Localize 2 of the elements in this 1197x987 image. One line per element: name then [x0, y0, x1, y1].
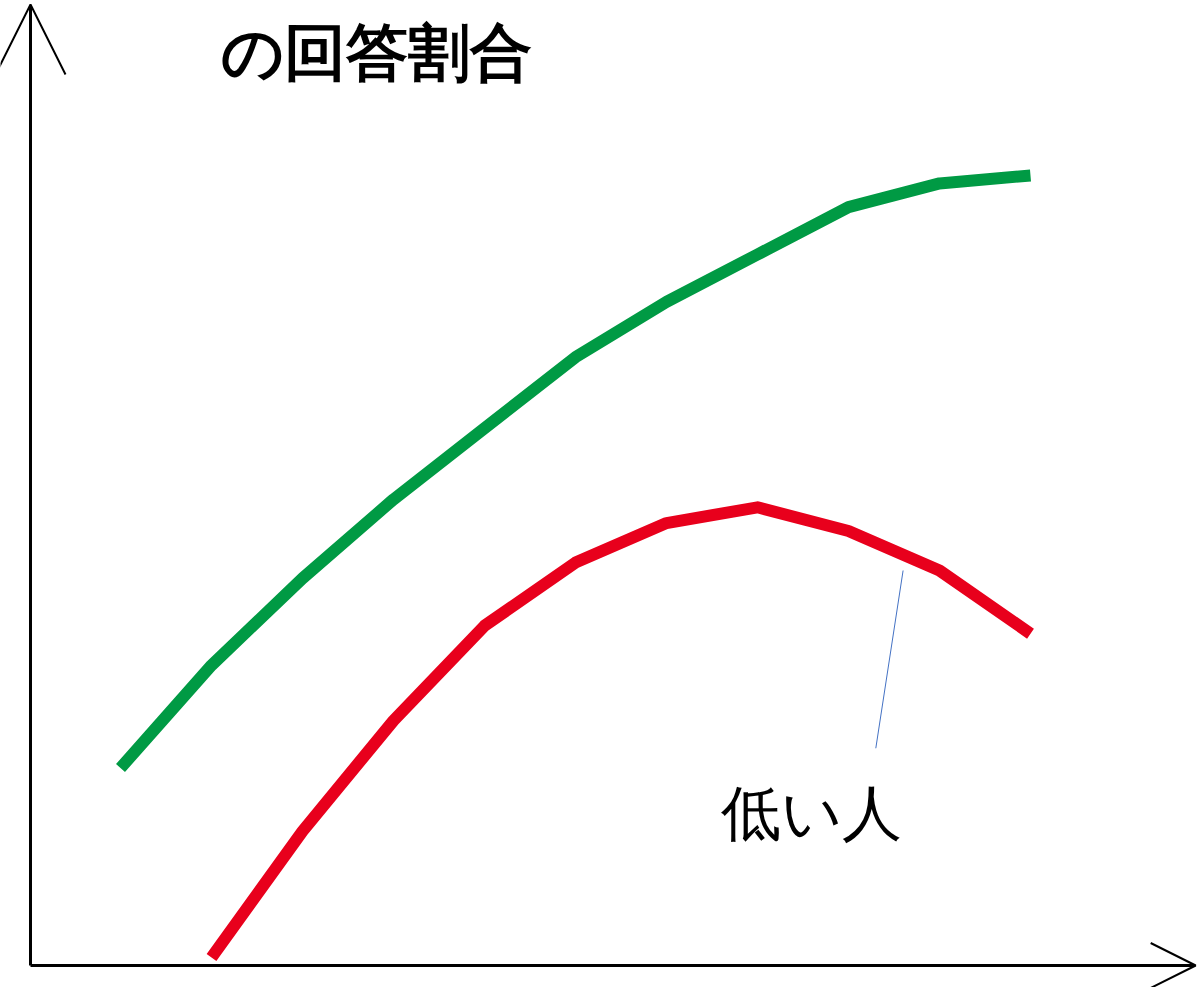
text: 低い人 [721, 778, 903, 849]
chart-title: の回答割合 [220, 16, 532, 90]
